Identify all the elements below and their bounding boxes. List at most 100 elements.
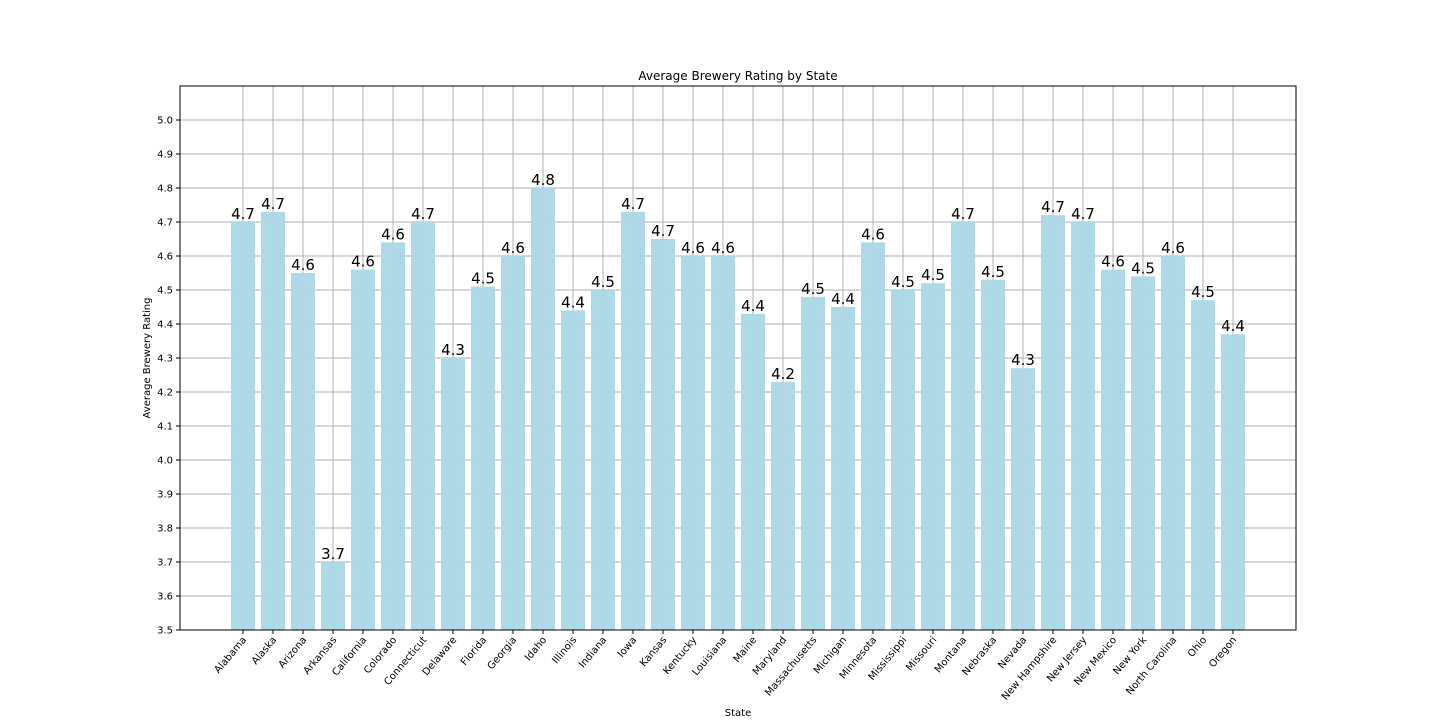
- bar-value-label: 4.3: [441, 341, 465, 359]
- bar-value-label: 4.5: [801, 280, 825, 298]
- x-tick-label: Idaho: [523, 635, 549, 663]
- y-tick-label: 4.6: [157, 252, 173, 263]
- bar-value-label: 4.5: [1131, 259, 1155, 277]
- bar: [351, 269, 375, 630]
- y-tick-label: 4.7: [157, 218, 173, 229]
- bar: [531, 188, 555, 630]
- bar: [621, 211, 645, 631]
- bar-value-label: 4.6: [711, 239, 735, 257]
- y-tick-label: 4.3: [157, 354, 173, 365]
- bar: [231, 222, 255, 630]
- bar: [591, 290, 615, 630]
- bar-value-label: 4.5: [471, 270, 495, 288]
- y-tick-label: 4.9: [157, 150, 173, 161]
- y-tick-label: 4.8: [157, 184, 173, 195]
- bar-value-label: 4.7: [1041, 198, 1065, 216]
- bar: [1101, 269, 1125, 630]
- bar-value-label: 4.7: [261, 195, 285, 213]
- y-tick-label: 4.2: [157, 388, 173, 399]
- bar-value-label: 4.7: [951, 205, 975, 223]
- bar-value-label: 3.7: [321, 545, 345, 563]
- y-tick-label: 3.6: [157, 592, 173, 603]
- bar: [861, 242, 885, 630]
- bar: [921, 283, 945, 630]
- y-axis-label: Average Brewery Rating: [142, 298, 153, 419]
- bar: [1011, 368, 1035, 630]
- y-tick-label: 4.0: [157, 456, 173, 467]
- data-labels: 4.7 4.7 4.6 3.7 4.6 4.6 4.7 4.3 4.5 4.6 4.8 4.4 4.5 4…: [231, 171, 1245, 563]
- grid: [180, 86, 1296, 631]
- y-tick-label: 4.4: [157, 320, 173, 331]
- x-tick-label: Indiana: [577, 635, 609, 670]
- bar: [741, 313, 765, 630]
- bar-value-label: 4.5: [891, 273, 915, 291]
- y-tick-label: 3.9: [157, 490, 173, 501]
- bar: [981, 279, 1005, 630]
- x-axis-ticks: Alabama AlaskaArizonaArkansasCaliforniaCo…: [213, 630, 1239, 703]
- x-tick-label: Oregon: [1207, 635, 1239, 670]
- x-tick-label: Kansas: [638, 635, 669, 669]
- y-axis-ticks: 3.5 3.6 3.7 3.8 3.9 4.0 4.1 4.2 4.3 4.4 4.5 4.6 4.7 4…: [157, 116, 180, 637]
- bar-value-label: 4.6: [1101, 253, 1125, 271]
- bar: [321, 562, 345, 630]
- x-axis-label: State: [725, 708, 751, 719]
- bar: [951, 222, 975, 630]
- x-tick-label: Alabama: [213, 635, 250, 676]
- bar: [441, 358, 465, 630]
- bar: [1161, 256, 1185, 630]
- bar-value-label: 4.6: [681, 239, 705, 257]
- bar-value-label: 4.7: [621, 195, 645, 213]
- bar-value-label: 4.4: [831, 290, 855, 308]
- bar: [891, 290, 915, 630]
- y-tick-label: 3.7: [157, 558, 173, 569]
- bar-value-label: 4.6: [861, 225, 885, 243]
- bar: [711, 256, 735, 630]
- bar: [501, 256, 525, 630]
- bar-value-label: 4.5: [921, 266, 945, 284]
- chart-title: Average Brewery Rating by State: [638, 69, 837, 83]
- x-tick-label: Florida: [459, 635, 489, 668]
- bar-value-label: 4.6: [501, 239, 525, 257]
- bars: [231, 188, 1245, 631]
- bar-value-label: 4.3: [1011, 351, 1035, 369]
- y-tick-label: 4.5: [157, 286, 173, 297]
- x-tick-label: Georgia: [486, 635, 520, 672]
- y-tick-label: 3.5: [157, 626, 173, 637]
- x-tick-label: Alaska: [250, 635, 279, 667]
- bar-value-label: 4.4: [1221, 317, 1245, 335]
- bar: [411, 222, 435, 630]
- bar: [1131, 276, 1155, 630]
- x-tick-label: Iowa: [616, 635, 639, 660]
- bar: [1191, 300, 1215, 630]
- bar-value-label: 4.7: [651, 222, 675, 240]
- bar-value-label: 4.2: [771, 365, 795, 383]
- x-tick-label: Maine: [732, 635, 760, 665]
- x-tick-label: Illinois: [550, 635, 579, 666]
- bar: [471, 286, 495, 630]
- bar: [1221, 334, 1245, 630]
- bar-value-label: 4.6: [1161, 239, 1185, 257]
- bar-value-label: 4.5: [591, 273, 615, 291]
- bar: [681, 256, 705, 630]
- bar: [1071, 222, 1095, 630]
- bar-value-label: 4.6: [351, 253, 375, 271]
- bar-value-label: 4.6: [381, 225, 405, 243]
- bar: [1041, 215, 1065, 630]
- bar: [651, 239, 675, 630]
- bar: [831, 307, 855, 630]
- bar: [291, 273, 315, 630]
- bar: [801, 296, 825, 630]
- x-tick-label: Ohio: [1186, 635, 1209, 660]
- bar: [381, 242, 405, 630]
- bar-value-label: 4.6: [291, 256, 315, 274]
- y-tick-label: 5.0: [157, 116, 173, 127]
- bar-value-label: 4.4: [561, 293, 585, 311]
- x-tick-label: New Hampshire: [1000, 635, 1059, 703]
- y-tick-label: 3.8: [157, 524, 173, 535]
- bar: [771, 381, 795, 630]
- bar: [561, 310, 585, 630]
- bar-value-label: 4.5: [1191, 283, 1215, 301]
- bar: [261, 211, 285, 631]
